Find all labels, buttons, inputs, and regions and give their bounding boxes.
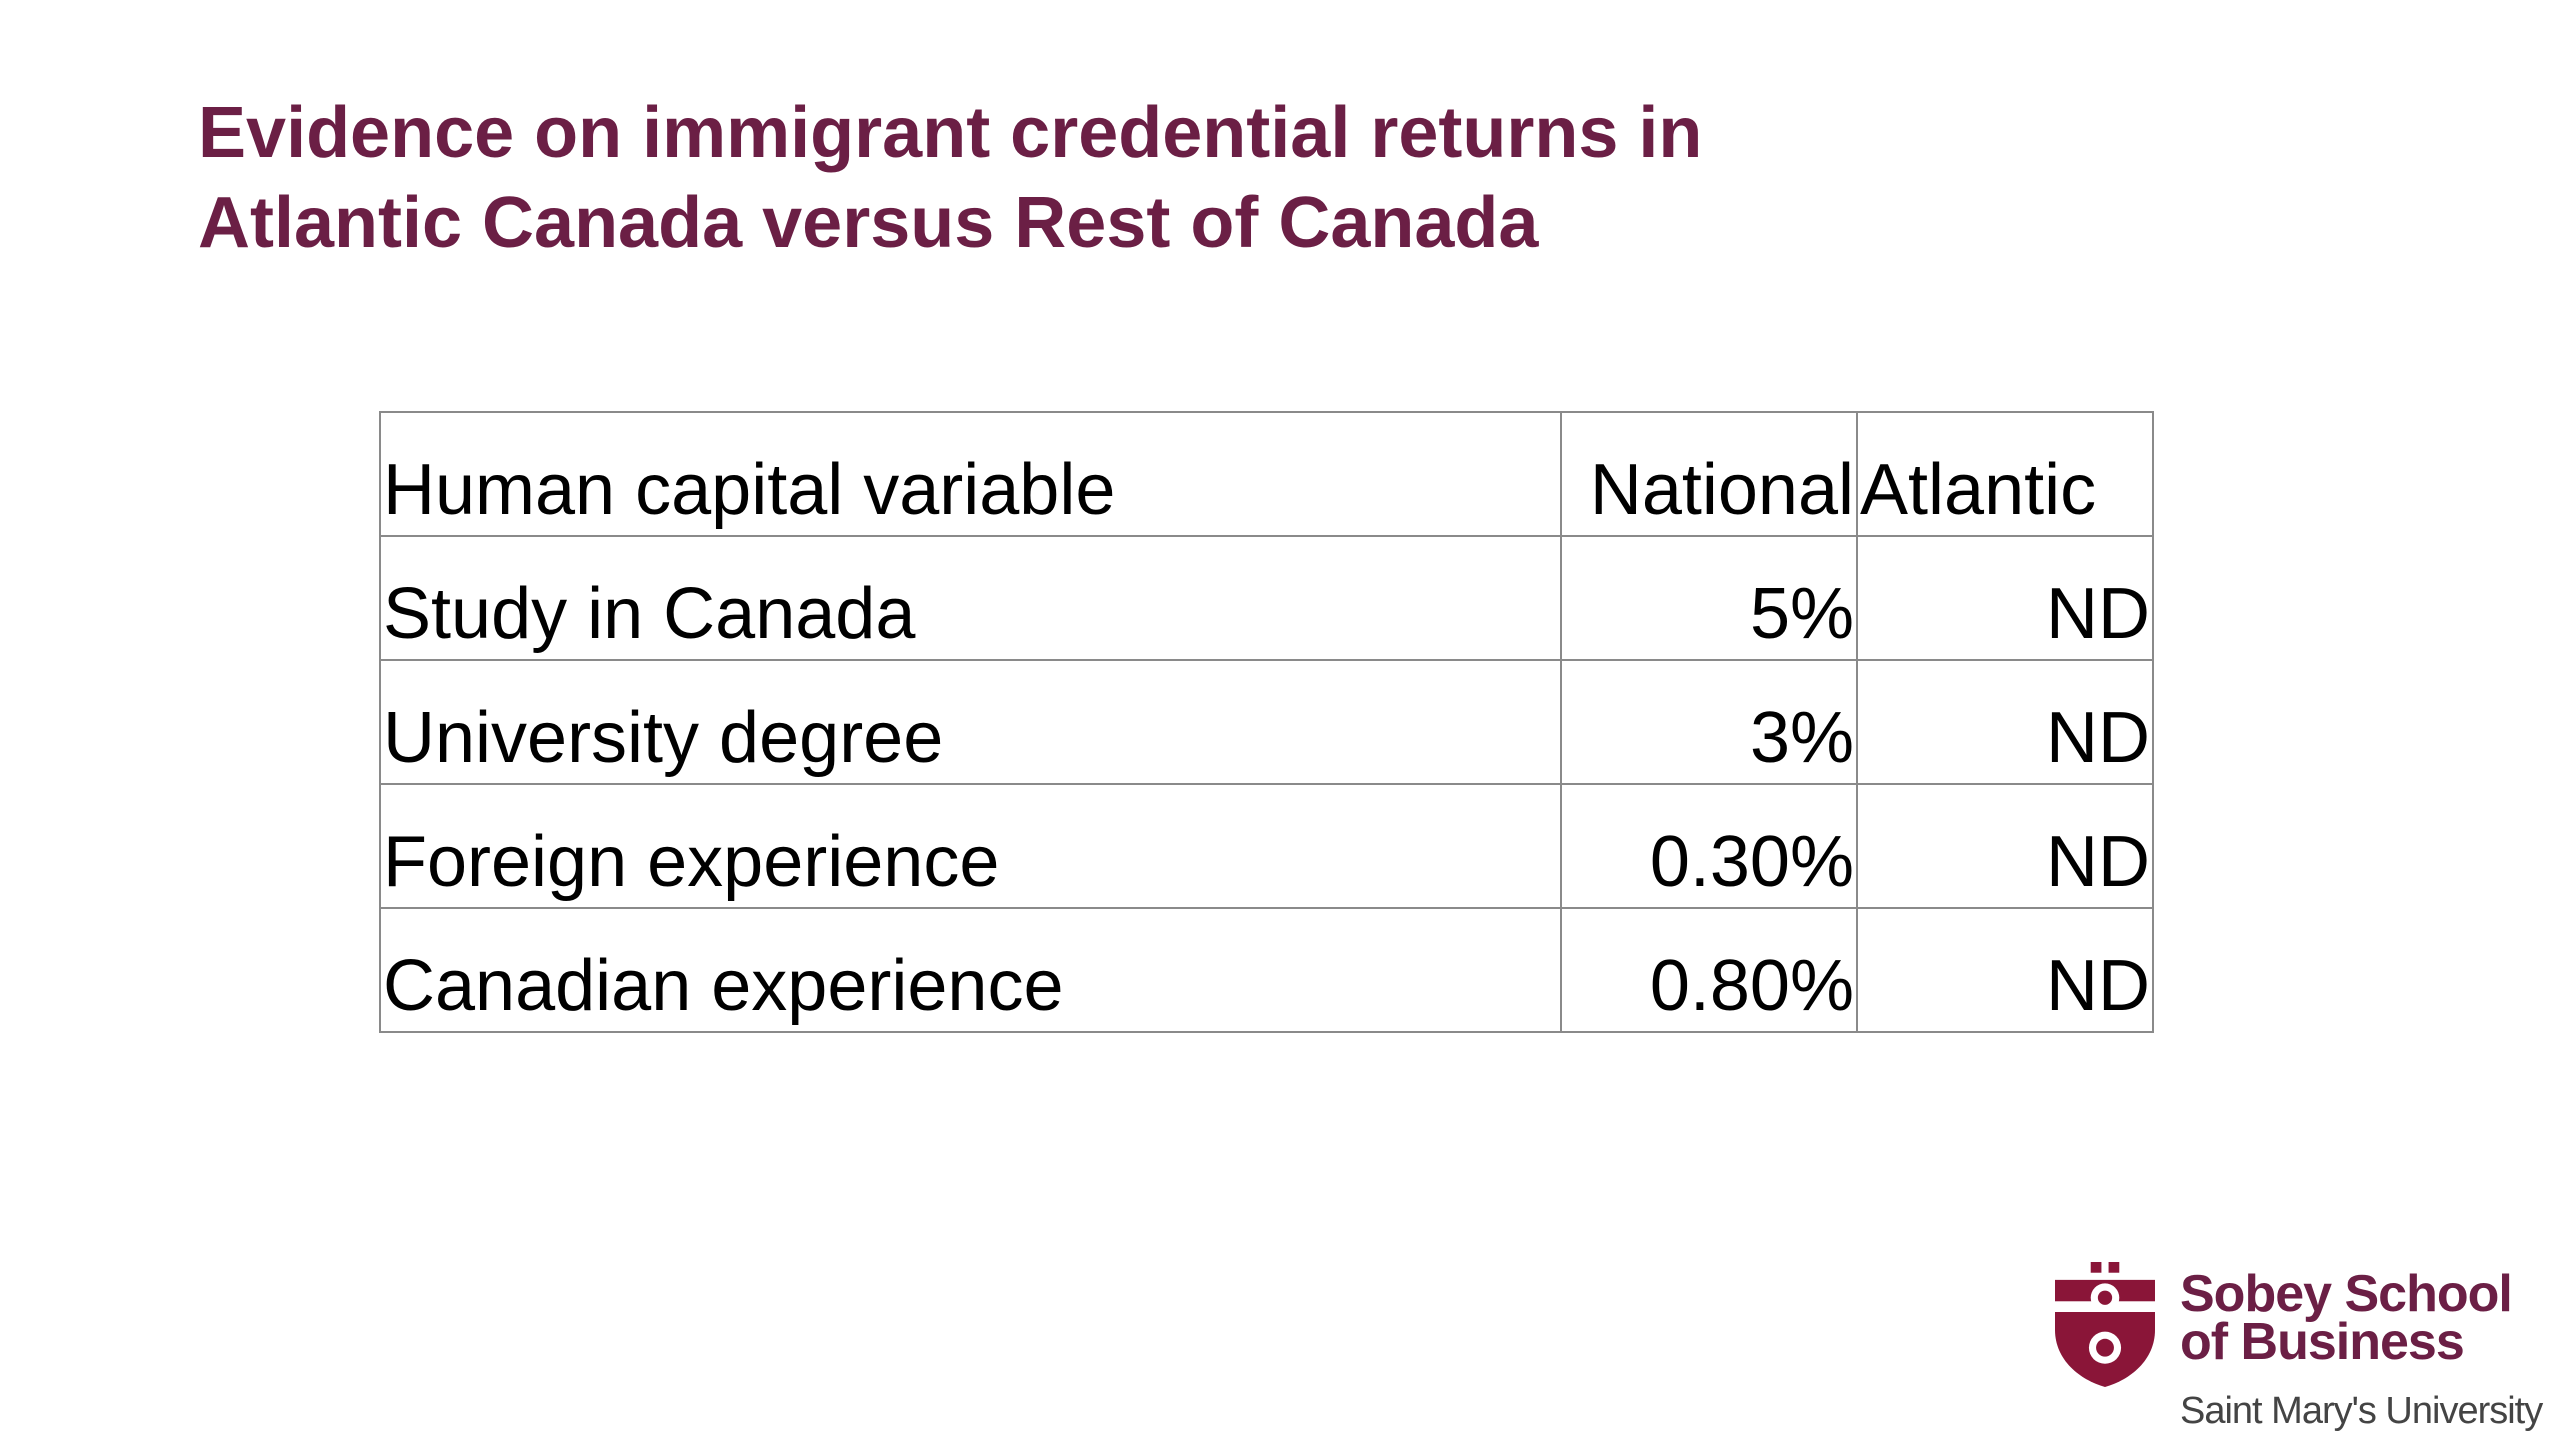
table-row: Canadian experience 0.80% ND [379,907,2154,1033]
logo-text: Saint Mary's University [2180,1390,2543,1432]
table-row: University degree 3% ND [379,659,2154,785]
logo: Sobey School of Business Saint Mary's Un… [2050,1262,2560,1440]
table-row: Foreign experience 0.30% ND [379,783,2154,909]
logo-text: of Business [2180,1313,2465,1371]
table-cell: Atlantic [1856,411,2154,537]
table-cell: 0.30% [1560,783,1858,909]
table-cell: 0.80% [1560,907,1858,1033]
table-cell: University degree [379,659,1562,785]
table-header-row: Human capital variable National Atlantic [379,411,2154,537]
title-line: Atlantic Canada versus Rest of Canada [198,183,1539,263]
slide-title: Evidence on immigrant credential returns… [198,88,1702,268]
logo-text: Sobey School [2180,1265,2513,1323]
table-cell: Foreign experience [379,783,1562,909]
table-cell: 3% [1560,659,1858,785]
table-cell: ND [1856,783,2154,909]
logo-shield [2055,1262,2155,1387]
table-cell: Human capital variable [379,411,1562,537]
title-line: Evidence on immigrant credential returns… [198,93,1703,173]
table-cell: National [1560,411,1858,537]
table-cell: ND [1856,907,2154,1033]
table-cell: Canadian experience [379,907,1562,1033]
data-table: Human capital variable National Atlantic St… [379,411,2154,1033]
table-cell: ND [1856,659,2154,785]
table-row: Study in Canada 5% ND [379,535,2154,661]
table-cell: ND [1856,535,2154,661]
table-cell: 5% [1560,535,1858,661]
table-cell: Study in Canada [379,535,1562,661]
